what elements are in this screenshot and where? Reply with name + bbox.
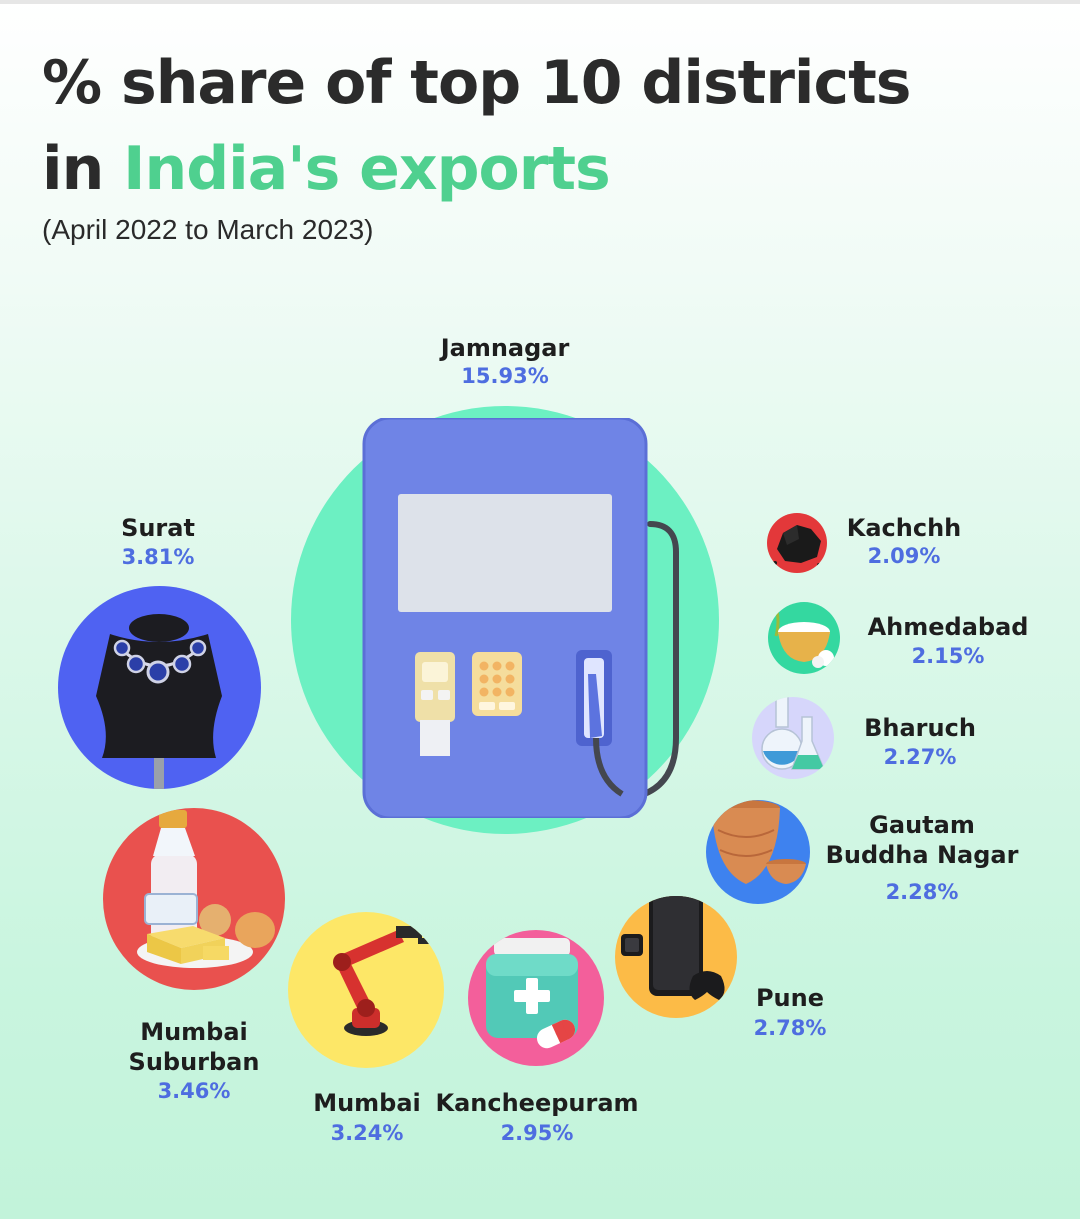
value-ahmedabad: 2.15% (911, 644, 985, 668)
value-kachchh: 2.09% (867, 544, 941, 568)
bubble-gautam-buddha-nagar (706, 800, 810, 904)
value-pune: 2.78% (753, 1016, 827, 1040)
milk-butter-icon (137, 810, 275, 968)
label-kachchh: Kachchh (846, 514, 962, 542)
value-jamnagar: 15.93% (461, 364, 549, 388)
value-bharuch: 2.27% (883, 745, 957, 769)
bubble-kachchh (767, 513, 827, 573)
bubble-bharuch (752, 697, 834, 779)
value-gautam-buddha-nagar: 2.28% (885, 880, 959, 904)
title-line-2-prefix: in (42, 134, 124, 204)
bubble-mumbai (288, 912, 444, 1068)
bubble-ahmedabad (768, 602, 840, 674)
title-line-1: % share of top 10 districts (42, 48, 911, 118)
smartphone-icon (621, 896, 725, 1000)
rice-cotton-icon (774, 605, 834, 668)
bubble-kancheepuram (468, 930, 604, 1066)
chart-subtitle: (April 2022 to March 2023) (42, 214, 374, 245)
label-kancheepuram: Kancheepuram (435, 1089, 639, 1117)
necklace-icon (96, 614, 222, 789)
top-divider (0, 0, 1080, 4)
fuel-pump-icon (360, 416, 690, 823)
bubble-pune (615, 896, 737, 1018)
bubble-mumbai-suburban (103, 808, 285, 990)
label-bharuch: Bharuch (864, 714, 976, 742)
medicine-jar-icon (486, 938, 578, 1049)
value-mumbai: 3.24% (330, 1121, 404, 1145)
lab-flask-icon (761, 697, 826, 770)
label-pune: Pune (755, 984, 825, 1012)
value-kancheepuram: 2.95% (500, 1121, 574, 1145)
label-gautam-buddha-nagar: Gautam Buddha Nagar (825, 811, 1019, 869)
robotic-arm-icon (333, 920, 440, 1036)
value-mumbai-suburban: 3.46% (157, 1079, 231, 1103)
bubble-surat (58, 586, 261, 789)
label-ahmedabad: Ahmedabad (867, 613, 1029, 641)
label-mumbai-suburban: Mumbai Suburban (128, 1018, 260, 1076)
chart-title: % share of top 10 districts in India's e… (42, 40, 911, 212)
value-surat: 3.81% (121, 545, 195, 569)
label-mumbai: Mumbai (313, 1089, 421, 1117)
label-jamnagar: Jamnagar (440, 334, 570, 362)
title-accent: India's exports (123, 134, 611, 204)
coal-icon (773, 525, 821, 567)
label-surat: Surat (121, 514, 195, 542)
clay-pot-icon (712, 800, 806, 884)
